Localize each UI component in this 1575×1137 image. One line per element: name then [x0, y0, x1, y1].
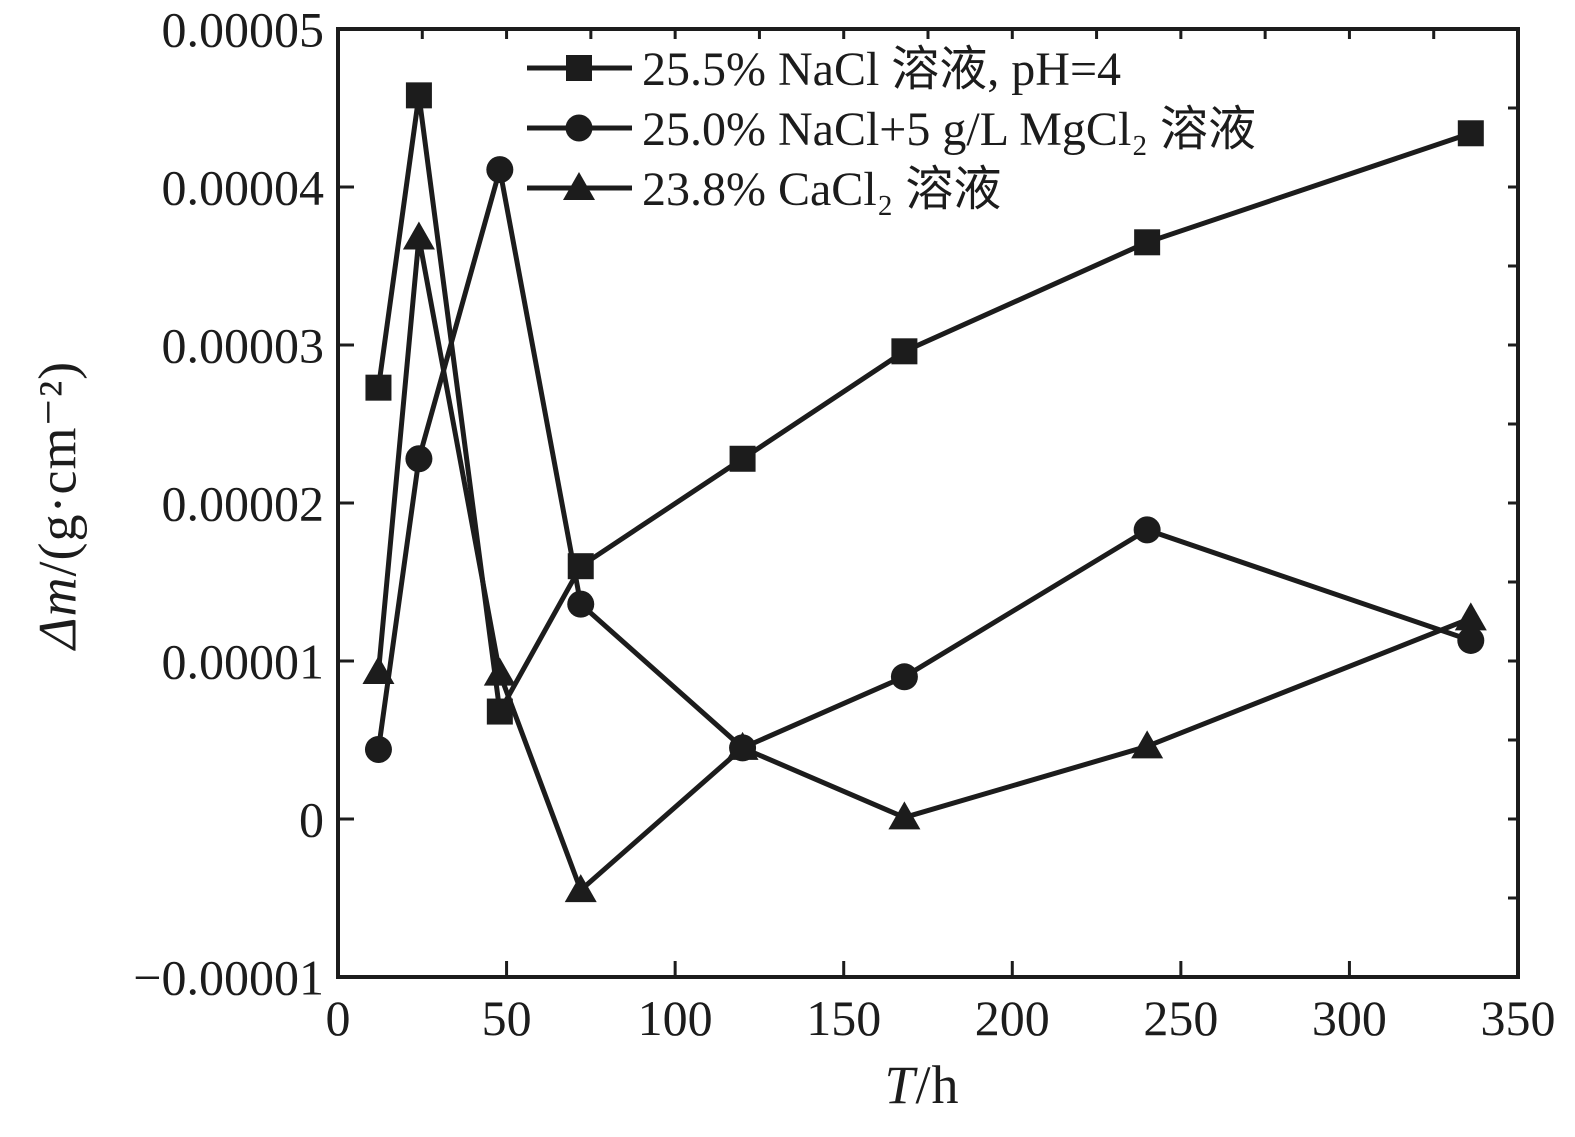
legend-triangle-marker-icon — [563, 172, 595, 200]
series-circle-marker — [567, 590, 595, 618]
series-triangle-marker — [564, 874, 597, 903]
x-tick-label: 200 — [975, 990, 1050, 1046]
x-tick-label: 150 — [806, 990, 881, 1046]
x-tick-label: 250 — [1143, 990, 1218, 1046]
series-square-marker — [405, 82, 432, 109]
y-axis-label-units: /(g·cm⁻²) — [27, 360, 88, 577]
series-triangle-marker — [1131, 730, 1164, 759]
series-circle-marker — [405, 445, 433, 473]
legend-label: 25.5% NaCl 溶液, pH=4 — [642, 43, 1121, 96]
legend-square-marker-icon — [566, 55, 592, 81]
series-square-marker — [365, 374, 392, 401]
x-tick-label: 350 — [1481, 990, 1556, 1046]
y-tick-label: 0.00004 — [162, 160, 325, 216]
y-tick-label: 0.00002 — [162, 476, 325, 532]
y-tick-label: 0 — [299, 792, 324, 848]
legend-circle-marker-icon — [565, 114, 593, 142]
series-triangle-marker — [726, 731, 759, 760]
series-square-line — [375, 95, 1472, 720]
series-triangle-marker — [402, 221, 435, 250]
y-tick-label: 0.00003 — [162, 318, 325, 374]
x-axis-label-symbol: T — [884, 1055, 916, 1115]
series-circle-marker — [486, 156, 514, 184]
series-square-marker — [1457, 120, 1484, 147]
y-axis-label-symbol: Δm — [27, 576, 88, 650]
y-tick-label: 0.00005 — [162, 2, 325, 58]
series-circle-marker — [1457, 626, 1485, 654]
series-square-marker — [891, 338, 918, 365]
x-tick-label: 300 — [1312, 990, 1387, 1046]
series-circle-marker — [364, 735, 392, 763]
legend-label: 25.0% NaCl+5 g/L MgCl₂ 溶液 — [642, 103, 1256, 156]
series-square-marker — [486, 698, 513, 725]
x-axis-label: T/h — [884, 1054, 959, 1116]
x-tick-label: 50 — [482, 990, 532, 1046]
series-square-marker — [1134, 229, 1161, 256]
x-axis-label-units: /h — [915, 1055, 960, 1115]
legend-label: 23.8% CaCl₂ 溶液 — [642, 163, 1001, 216]
series-triangle-line — [375, 237, 1472, 895]
y-tick-label: −0.00001 — [133, 950, 324, 1006]
series-triangle-marker — [888, 801, 921, 830]
y-axis-label: Δm/(g·cm⁻²) — [26, 361, 89, 649]
series-circle-marker — [890, 663, 918, 691]
x-tick-label: 100 — [638, 990, 713, 1046]
series-triangle-marker — [483, 657, 516, 686]
series-square-marker — [567, 553, 594, 580]
series-circle-marker — [1133, 516, 1161, 544]
x-tick-label: 0 — [326, 990, 351, 1046]
y-tick-label: 0.00001 — [162, 634, 325, 690]
series-triangle-marker — [1454, 602, 1487, 631]
series-triangle-marker — [362, 656, 395, 685]
series-circle-line — [375, 168, 1472, 751]
series-square-marker — [729, 445, 756, 472]
